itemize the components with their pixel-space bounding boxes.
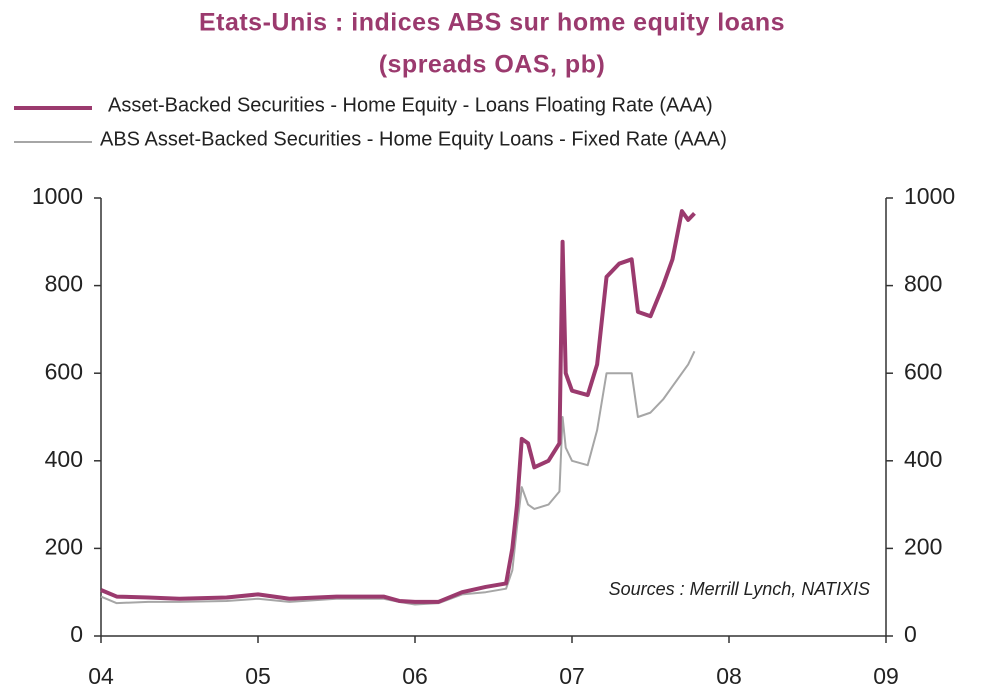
y2-tick-label: 800 [904, 271, 942, 297]
y2-tick-label: 600 [904, 358, 942, 384]
y2-tick-label: 400 [904, 446, 942, 472]
y2-tick-label: 0 [904, 621, 917, 647]
x-tick-label: 08 [716, 663, 742, 689]
y-tick-label: 200 [45, 533, 83, 559]
y-tick-label: 800 [45, 271, 83, 297]
series-line [100, 350, 696, 606]
x-tick-label: 07 [559, 663, 585, 689]
x-tick-label: 04 [88, 663, 114, 689]
series-line [100, 209, 696, 604]
y2-tick-label: 1000 [904, 183, 955, 209]
y-tick-label: 400 [45, 446, 83, 472]
legend-label: ABS Asset-Backed Securities - Home Equit… [100, 128, 727, 150]
y-tick-label: 0 [70, 621, 83, 647]
y-tick-label: 1000 [32, 183, 83, 209]
chart-subtitle: (spreads OAS, pb) [379, 51, 606, 79]
x-tick-label: 05 [245, 663, 271, 689]
y-tick-label: 600 [45, 358, 83, 384]
chart-title: Etats-Unis : indices ABS sur home equity… [199, 9, 785, 37]
source-note: Sources : Merrill Lynch, NATIXIS [609, 579, 870, 599]
x-tick-label: 06 [402, 663, 428, 689]
x-tick-label: 09 [873, 663, 899, 689]
y2-tick-label: 200 [904, 533, 942, 559]
legend-label: Asset-Backed Securities - Home Equity - … [108, 94, 713, 116]
